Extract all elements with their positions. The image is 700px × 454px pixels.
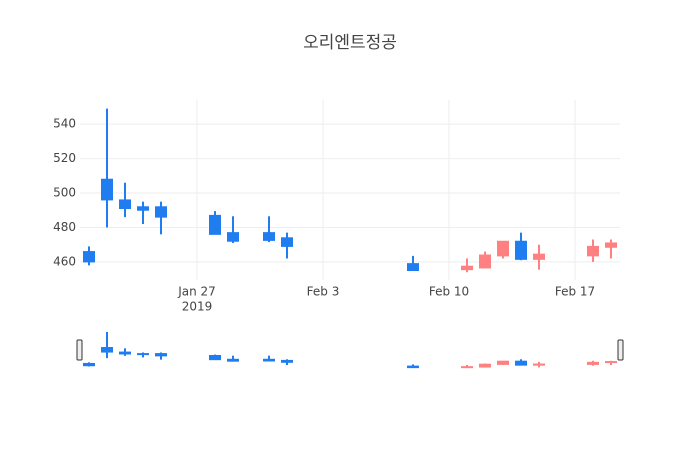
x-tick-year: 2019 [182, 300, 213, 314]
candle-body [155, 206, 167, 218]
candle-body [137, 206, 149, 211]
y-tick-label: 480 [53, 220, 76, 234]
candle-body [515, 240, 527, 260]
x-tick-label: Jan 27 [177, 285, 216, 299]
slider-candle-body [137, 353, 149, 356]
slider-candle-body [479, 363, 491, 368]
candle-body [479, 254, 491, 269]
y-tick-label: 500 [53, 186, 76, 200]
slider-candle-body [533, 363, 545, 366]
slider-candle-body [83, 362, 95, 367]
slider-candle-body [605, 361, 617, 364]
plot-area [83, 108, 617, 273]
candle-body [461, 265, 473, 271]
candle-body [119, 199, 131, 210]
chart-title: 오리엔트정공 [303, 33, 397, 53]
slider-candle-body [281, 359, 293, 363]
candle-body [281, 237, 293, 247]
slider-candle-body [263, 358, 275, 362]
slider-candle-body [155, 353, 167, 357]
slider-candle-body [497, 360, 509, 365]
x-tick-label: Feb 10 [429, 285, 469, 299]
candle-body [533, 253, 545, 260]
slider-candle-body [515, 360, 527, 366]
candle-body [209, 214, 221, 235]
candle-body [227, 232, 239, 242]
candle-body [83, 251, 95, 263]
range-handle-left[interactable] [76, 339, 83, 361]
range-handle-right[interactable] [617, 339, 624, 361]
slider-candle-body [119, 351, 131, 355]
slider-candle-body [587, 361, 599, 365]
candle-body [587, 245, 599, 257]
candle-body [263, 232, 275, 241]
y-tick-label: 540 [53, 117, 76, 131]
candle-body [101, 178, 113, 201]
slider-candle-body [227, 358, 239, 362]
slider-candle-body [407, 365, 419, 369]
x-tick-label: Feb 17 [555, 285, 595, 299]
x-tick-label: Feb 3 [307, 285, 340, 299]
slider-candle-body [209, 354, 221, 361]
candle-body [497, 240, 509, 257]
y-tick-label: 520 [53, 151, 76, 165]
candle-body [605, 242, 617, 248]
y-tick-label: 460 [53, 254, 76, 268]
grid [80, 100, 620, 280]
slider-candle-body [101, 347, 113, 353]
slider-candle-body [461, 366, 473, 369]
candle-body [407, 263, 419, 272]
